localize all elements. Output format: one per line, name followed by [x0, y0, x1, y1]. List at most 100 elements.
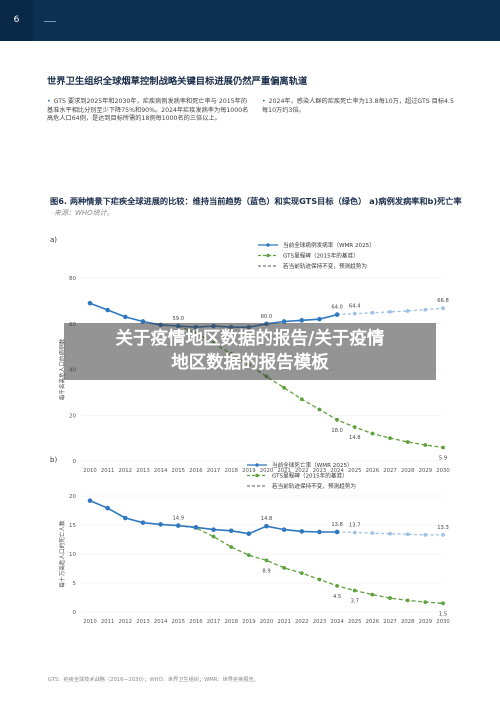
top-bar: 6 — [0, 0, 500, 41]
data-point-series-1 — [140, 520, 146, 525]
data-point-series-2 — [299, 571, 304, 576]
data-point-series-2 — [282, 385, 287, 390]
data-point-series-3 — [370, 310, 375, 315]
x-tick-label: 2020 — [260, 619, 274, 625]
figure-source: 来源：WHO统计。 — [54, 209, 114, 217]
x-tick-label: 2013 — [136, 468, 149, 474]
legend-marker — [255, 463, 259, 467]
x-tick-label: 2029 — [419, 619, 432, 625]
data-point-series-2 — [370, 431, 375, 436]
data-point-series-1 — [334, 312, 340, 317]
data-point-series-1 — [334, 529, 340, 535]
bullet-1-text: GTS 要求到2025年和2030年，疟疾病例发病率和死亡率与 2015年的基准… — [47, 98, 249, 123]
data-point-series-1 — [246, 531, 252, 536]
y-tick-label: 15 — [69, 523, 76, 529]
data-label: 60.0 — [261, 314, 273, 320]
data-point-series-1 — [105, 307, 110, 313]
x-tick-label: 2028 — [401, 619, 415, 625]
x-tick-label: 2010 — [83, 619, 97, 625]
data-point-series-2 — [423, 443, 428, 447]
data-point-series-3 — [388, 309, 392, 314]
footer-note: GTS：疟疾全球技术战略（2016—2030）；WHO：世界卫生组织；WMR：世… — [48, 677, 259, 683]
x-tick-label: 2014 — [154, 619, 168, 625]
y-axis-label: 每十万高危人口的死亡人数 — [58, 520, 66, 588]
bullet-dot: • — [47, 98, 51, 105]
x-tick-label: 2010 — [83, 468, 97, 474]
x-tick-label: 2024 — [330, 619, 344, 625]
x-tick-label: 2011 — [101, 619, 114, 625]
data-point-series-1 — [317, 529, 322, 535]
data-label: 13.7 — [349, 523, 361, 529]
x-tick-label: 2020 — [260, 468, 274, 474]
data-point-series-1 — [317, 316, 322, 322]
data-point-series-2 — [441, 445, 445, 450]
data-point-series-1 — [264, 523, 269, 529]
panel-b-label: b) — [50, 456, 58, 464]
data-point-series-1 — [281, 319, 287, 324]
data-point-series-2 — [299, 397, 304, 402]
bullet-2-text: 2024年，感染人群的疟疾死亡率为13.8每10万，超过GTS 目标4.5每10… — [262, 98, 454, 114]
data-label: 66.8 — [437, 298, 449, 304]
x-tick-label: 2013 — [136, 619, 149, 625]
data-label: 5.9 — [439, 456, 447, 462]
y-tick-label: 20 — [69, 494, 76, 500]
data-point-series-2 — [405, 440, 410, 444]
legend-label: 若当前轨迹保持不变，预测趋势为 — [283, 262, 367, 270]
y-tick-label: 5 — [73, 581, 77, 587]
data-label: 13.3 — [437, 525, 449, 531]
x-tick-label: 2022 — [295, 468, 308, 474]
x-tick-label: 2021 — [277, 619, 290, 625]
data-label: 4.5 — [333, 594, 341, 600]
chart-b-mortality: 0 5 10 15 20 2010 2011 2012 2013 2014 2015 2016 2017… — [58, 461, 450, 625]
data-label: 14.9 — [172, 516, 184, 522]
legend-label: GTS里程碑（2015年的基准） — [272, 472, 348, 480]
x-tick-label: 2023 — [313, 619, 326, 625]
data-label: 3.7 — [351, 599, 359, 605]
data-point-series-2 — [405, 598, 410, 603]
data-point-series-1 — [123, 314, 128, 320]
data-point-series-3 — [388, 531, 392, 536]
x-tick-label: 2012 — [119, 468, 132, 474]
legend-marker — [266, 243, 270, 247]
data-point-series-1 — [175, 523, 181, 528]
x-tick-label: 2022 — [295, 619, 308, 625]
data-point-series-1 — [299, 318, 305, 323]
data-label: 14.8 — [349, 435, 361, 441]
x-tick-label: 2029 — [419, 468, 432, 474]
section-heading: 世界卫生组织全球烟草控制战略关键目标进展仍然严重偏离轨道 — [47, 76, 308, 87]
data-label: 14.8 — [261, 516, 273, 522]
x-tick-label: 2024 — [330, 468, 344, 474]
data-label: 18.0 — [331, 428, 343, 434]
x-tick-label: 2018 — [224, 468, 238, 474]
series-line-2 — [178, 524, 444, 604]
legend-label: 若当前轨迹保持不变，预测趋势为 — [272, 482, 356, 490]
data-point-series-3 — [352, 530, 357, 535]
x-tick-label: 2017 — [207, 619, 220, 625]
y-tick-label: 10 — [69, 552, 76, 558]
data-label: 1.5 — [439, 611, 447, 617]
legend-label: 当前全球病例发病率（WMR 2025） — [283, 241, 375, 249]
x-tick-label: 2025 — [348, 468, 361, 474]
data-point-series-2 — [352, 425, 357, 430]
data-point-series-1 — [281, 527, 287, 532]
data-point-series-1 — [105, 505, 110, 511]
x-tick-label: 2027 — [383, 619, 396, 625]
legend-marker — [255, 473, 259, 478]
data-point-series-2 — [229, 545, 234, 549]
data-point-series-1 — [193, 525, 199, 530]
x-tick-label: 2016 — [189, 468, 203, 474]
data-label: 59.0 — [172, 316, 184, 322]
y-axis-label: 每千名高危人口的病例数 — [58, 338, 66, 400]
x-tick-label: 2026 — [366, 619, 380, 625]
data-point-series-1 — [211, 527, 216, 532]
data-point-series-3 — [370, 531, 375, 536]
data-label: 64.0 — [331, 305, 343, 311]
y-tick-label: 0 — [73, 459, 77, 465]
figure-title: 图6. 两种情景下疟疾全球进展的比较：维持当前趋势（蓝色）和实现GTS目标（绿色… — [50, 196, 470, 219]
data-point-series-1 — [87, 300, 93, 306]
data-label: 8.9 — [262, 568, 270, 574]
data-point-series-2 — [335, 584, 339, 588]
legend-marker — [266, 253, 270, 258]
x-tick-label: 2017 — [207, 468, 220, 474]
banner-line-2: 地区数据的报告模板 — [171, 353, 329, 373]
